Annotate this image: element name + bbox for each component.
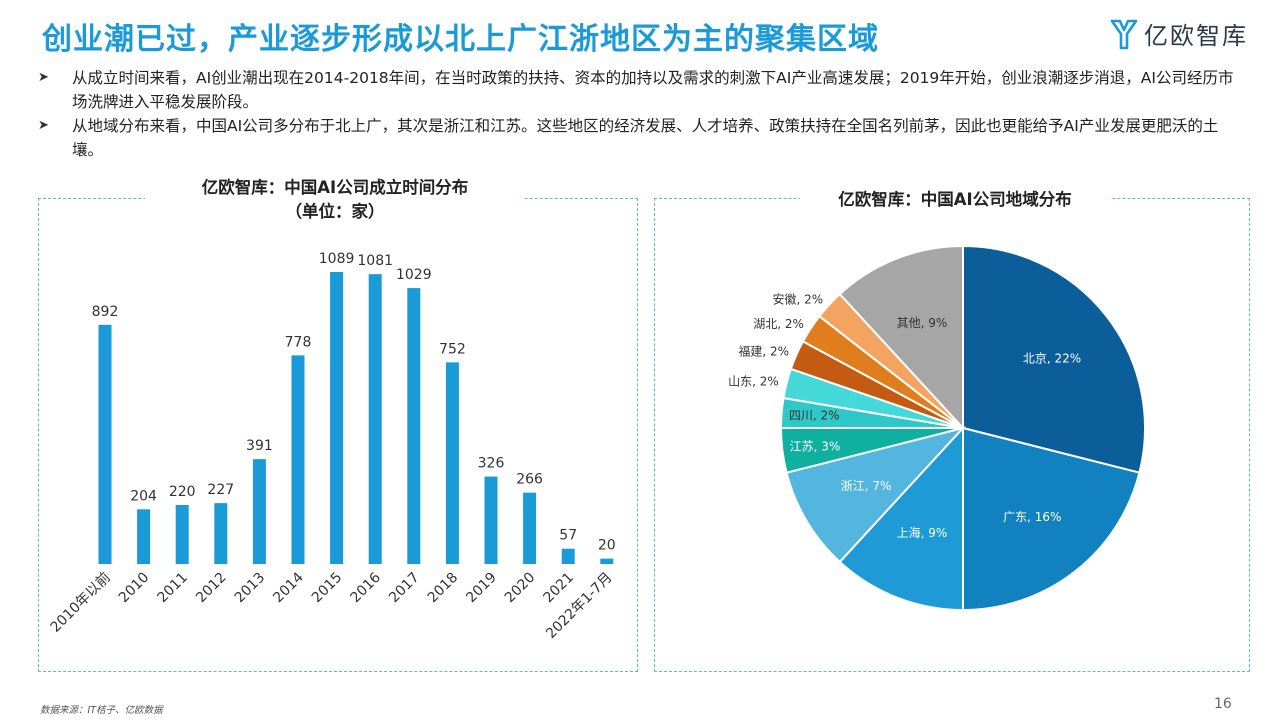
- bar-value-label: 326: [478, 456, 505, 472]
- pie-chart: 北京, 22% 广东, 16% 上海, 9% 浙江, 7% 江苏, 3% 四川, 2% 山东…: [728, 244, 1146, 612]
- bar-value-label: 391: [246, 438, 273, 454]
- category-tick-label: 2010年以前: [47, 569, 114, 636]
- pie-slice-label: 湖北, 2%: [753, 316, 804, 331]
- pie-slice-label: 其他, 9%: [897, 316, 948, 330]
- bar-1: [137, 509, 151, 564]
- bar-chart-title-line1: 亿欧智库：中国AI公司成立时间分布: [201, 178, 469, 197]
- category-tick-label: 2012: [193, 570, 230, 607]
- bar-value-label: 227: [207, 482, 234, 498]
- pie-slice-label: 浙江, 7%: [841, 479, 892, 493]
- category-tick-label: 2016: [348, 569, 385, 606]
- bar-value-label: 220: [169, 484, 196, 500]
- bar-value-label: 57: [559, 528, 577, 544]
- category-tick-label: 2017: [386, 570, 423, 607]
- bar-value-label: 752: [439, 341, 466, 357]
- bar-13: [600, 558, 614, 564]
- pie-slice-3: [785, 426, 967, 564]
- pie-slice-0: [962, 244, 1146, 474]
- pie-chart-title: 亿欧智库：中国AI公司地域分布: [800, 188, 1110, 212]
- bar-12: [561, 548, 575, 564]
- category-tick-label: 2010: [116, 570, 153, 607]
- data-source: 数据来源：IT桔子、亿欧数据: [40, 705, 163, 716]
- category-tick-label: 2020: [502, 570, 539, 607]
- category-tick-label: 2018: [425, 570, 462, 607]
- pie-slice-label: 山东, 2%: [728, 374, 779, 388]
- brand-logo: 亿欧智库: [1110, 16, 1248, 51]
- category-tick-label: 2019: [463, 570, 500, 607]
- page-title: 创业潮已过，产业逐步形成以北上广江浙地区为主的聚集区域: [42, 22, 879, 57]
- category-tick-label: 2014: [270, 569, 307, 606]
- logo-text: 亿欧智库: [1144, 22, 1248, 50]
- category-tick-label: 2013: [232, 570, 269, 607]
- bar-11: [523, 492, 537, 564]
- pie-slice-10: [838, 244, 964, 431]
- pie-slice-label: 北京, 22%: [1023, 352, 1081, 366]
- pie-slice-label: 安徽, 2%: [773, 291, 824, 306]
- bar-value-label: 204: [130, 488, 157, 504]
- bar-value-label: 778: [285, 334, 312, 350]
- page-number: 16: [1214, 696, 1232, 712]
- pie-slice-1: [962, 426, 1141, 612]
- bar-3: [214, 503, 228, 564]
- bullet-item: ➤ 从地域分布来看，中国AI公司多分布于北上广，其次是浙江和江苏。这些地区的经济…: [38, 114, 1238, 162]
- pie-slice-label: 四川, 2%: [789, 409, 840, 423]
- pie-slice-label: 上海, 9%: [897, 525, 948, 540]
- bar-0: [98, 324, 112, 564]
- bar-6: [330, 272, 344, 564]
- bar-10: [484, 476, 498, 564]
- bar-chart-unit: （单位：家）: [285, 202, 385, 221]
- bar-value-label: 1029: [396, 267, 432, 283]
- arrow-bullet-icon: ➤: [38, 118, 49, 133]
- bullet-text: 从成立时间来看，AI创业潮出现在2014-2018年间，在当时政策的扶持、资本的…: [72, 69, 1234, 111]
- pie-slice-label: 江苏, 3%: [790, 439, 841, 453]
- bar-value-label: 1081: [357, 253, 393, 269]
- category-tick-label: 2015: [309, 570, 346, 607]
- bullet-item: ➤ 从成立时间来看，AI创业潮出现在2014-2018年间，在当时政策的扶持、资…: [38, 66, 1238, 114]
- pie-slice-label: 福建, 2%: [738, 344, 789, 359]
- arrow-bullet-icon: ➤: [38, 70, 49, 85]
- bar-chart-title: 亿欧智库：中国AI公司成立时间分布 （单位：家）: [145, 176, 525, 224]
- pie-slice-label: 广东, 16%: [1003, 510, 1061, 524]
- bar-4: [252, 459, 266, 564]
- bar-2: [175, 505, 189, 564]
- bar-chart: 892 2010年以前 204 2010 220 2011 227 2012 391 2013 77…: [47, 251, 616, 642]
- category-tick-label: 2021: [541, 570, 578, 607]
- bar-value-label: 266: [516, 472, 543, 488]
- bar-value-label: 20: [598, 538, 616, 554]
- summary-bullets: ➤ 从成立时间来看，AI创业潮出现在2014-2018年间，在当时政策的扶持、资…: [38, 66, 1238, 162]
- category-tick-label: 2011: [155, 570, 192, 607]
- bar-9: [445, 362, 459, 564]
- bar-8: [407, 288, 421, 564]
- bar-value-label: 1089: [319, 251, 355, 267]
- bar-value-label: 892: [92, 304, 119, 320]
- bar-5: [291, 355, 305, 564]
- logo-icon: [1110, 19, 1138, 49]
- pie-slice-2: [838, 425, 964, 612]
- bullet-text: 从地域分布来看，中国AI公司多分布于北上广，其次是浙江和江苏。这些地区的经济发展…: [72, 117, 1219, 159]
- bar-7: [368, 274, 382, 564]
